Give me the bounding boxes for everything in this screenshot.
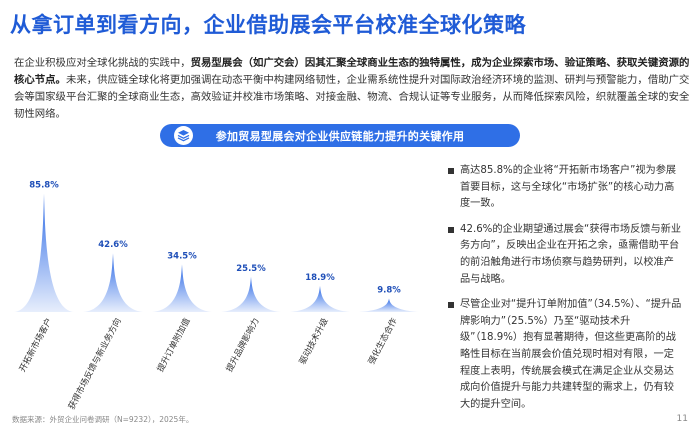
page-title: 从拿订单到看方向，企业借助展会平台校准全球化策略 [10, 13, 526, 37]
banner-title: 参加贸易型展会对企业供应链能力提升的关键作用 [215, 129, 465, 143]
chart-peak-5 [290, 285, 350, 312]
insight-bullet-3: 尽管企业对“提升订单附加值”（34.5%）、“提升品牌影响力”（25.5%）乃至… [447, 297, 683, 413]
layers-icon [174, 126, 193, 145]
peak-chart-svg: 85.8% 42.6% 34.5% 25.5% 18.9% 9.8% 开拓新市场客户 获得市… [14, 181, 419, 411]
chart-value-label-3: 34.5% [167, 251, 197, 261]
chart-value-label-4: 25.5% [236, 264, 266, 274]
insight-text-2: 42.6%的企业期望通过展会“获得市场反馈与新业务方向”，反映出企业在开拓之余，… [460, 223, 682, 285]
chart-category-label-6: 强化生态合作 [366, 316, 400, 367]
chart-peak-2 [83, 253, 143, 312]
intro-text-1: 在企业积极应对全球化挑战的实践中， [14, 57, 191, 69]
chart-value-label-6: 9.8% [377, 285, 401, 295]
insight-text-1: 高达85.8%的企业将“开拓新市场客户”视为参展首要目标，这与全球化“市场扩张”… [460, 165, 677, 210]
chart-category-label-1: 开拓新市场客户 [17, 316, 55, 374]
chart-value-label-2: 42.6% [98, 240, 128, 250]
insight-bullet-2: 42.6%的企业期望通过展会“获得市场反馈与新业务方向”，反映出企业在开拓之余，… [447, 222, 683, 288]
intro-bold-text: 贸易型展会（如广交会）因其汇聚全球商业生态的独特属性，成为企业探索市场、验证策略… [14, 57, 690, 86]
page-number: 11 [676, 414, 688, 424]
bullet-square-icon [448, 168, 454, 174]
intro-paragraph: 在企业积极应对全球化挑战的实践中，贸易型展会（如广交会）因其汇聚全球商业生态的独… [14, 55, 690, 123]
chart-peak-1 [14, 193, 74, 312]
chart-category-label-4: 提升品牌影响力 [224, 316, 262, 374]
chart-value-label-1: 85.8% [29, 181, 59, 191]
chart-peak-4 [221, 276, 281, 312]
data-source-note: 数据来源：外贸企业问卷调研（N=9232），2025年。 [12, 415, 194, 424]
peak-chart: 85.8% 42.6% 34.5% 25.5% 18.9% 9.8% 开拓新市场客户 获得市… [0, 150, 440, 415]
intro-text-2: 未来，供应链全球化将更加强调在动态平衡中构建网络韧性，企业需系统性提升对国际政治… [14, 74, 690, 120]
bullet-square-icon [448, 302, 454, 309]
chart-category-label-2: 获得市场反馈与新业务方向 [66, 316, 124, 411]
section-banner: 参加贸易型展会对企业供应链能力提升的关键作用 [160, 124, 520, 147]
insight-bullet-1: 高达85.8%的企业将“开拓新市场客户”视为参展首要目标，这与全球化“市场扩张”… [447, 163, 683, 213]
insight-text-3: 尽管企业对“提升订单附加值”（34.5%）、“提升品牌影响力”（25.5%）乃至… [460, 299, 682, 410]
insights-column: 高达85.8%的企业将“开拓新市场客户”视为参展首要目标，这与全球化“市场扩张”… [447, 163, 683, 422]
chart-peak-3 [152, 264, 212, 312]
chart-category-label-5: 驱动技术升级 [297, 316, 331, 367]
bullet-square-icon [448, 226, 454, 233]
chart-peak-6 [359, 298, 419, 312]
chart-category-label-3: 提升订单附加值 [155, 316, 193, 374]
chart-value-label-5: 18.9% [305, 273, 335, 283]
